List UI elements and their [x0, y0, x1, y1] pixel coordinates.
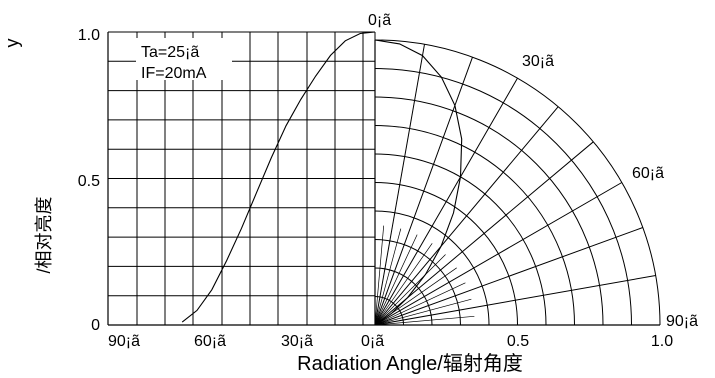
grid-radial-fine	[374, 254, 446, 326]
grid-arc	[374, 96, 604, 326]
x-tick-label: 30¡ã	[281, 333, 313, 350]
x-tick-label: 0¡ã	[361, 333, 384, 350]
condition-text: IF=20mA	[141, 65, 207, 82]
condition-text: Ta=25¡ã	[141, 44, 199, 61]
polar-grid	[374, 39, 661, 326]
angle-label: 90¡ã	[666, 313, 698, 330]
grid-radial-fine	[374, 225, 385, 326]
grid-radial-fine	[374, 315, 475, 326]
grid-arc	[374, 182, 518, 326]
grid-arc	[374, 210, 490, 326]
grid-radial	[374, 44, 425, 326]
grid-arc	[374, 39, 661, 326]
x-tick-label: 90¡ã	[108, 333, 140, 350]
grid-radial-fine	[374, 298, 472, 326]
grid-arc	[374, 153, 547, 326]
angle-label: 60¡ã	[632, 165, 664, 182]
y-tick-label: 1.0	[78, 27, 100, 44]
grid-arc	[374, 68, 632, 326]
polar-pattern-curve	[374, 39, 463, 326]
angle-label: 30¡ã	[522, 53, 554, 70]
x-tick-label: 0.5	[507, 333, 529, 350]
x-axis-title: Radiation Angle/辐射角度	[297, 352, 523, 375]
intensity-curve	[181, 31, 376, 323]
grid-radial	[374, 57, 473, 326]
angle-label: 0¡ã	[368, 12, 391, 29]
grid-radial	[374, 275, 656, 326]
grid-radial	[374, 227, 643, 326]
x-tick-label: 60¡ã	[194, 333, 226, 350]
grid-radial-fine	[374, 234, 418, 326]
grid-radial	[374, 182, 623, 326]
y-label-top: y	[2, 39, 22, 48]
grid-radial	[374, 106, 559, 326]
grid-radial	[374, 77, 518, 326]
y-axis-label: /相对亮度	[34, 196, 54, 273]
y-tick-label: 0.5	[78, 173, 100, 190]
x-tick-label: 1.0	[651, 333, 673, 350]
grid-radial-fine	[374, 282, 466, 326]
grid-radial-fine	[374, 243, 433, 326]
grid-radial	[374, 141, 594, 326]
y-tick-label: 0	[91, 317, 100, 334]
grid-arc	[374, 125, 575, 326]
conditions-box	[136, 38, 232, 80]
grid-radial-fine	[374, 228, 402, 326]
data-curves	[181, 31, 463, 326]
axis-labels: 1.0 0.5 0 y/相对亮度 90¡ã 60¡ã 30¡ã 0¡ã 0.5 1.0 0¡ã 30¡…	[2, 12, 698, 375]
